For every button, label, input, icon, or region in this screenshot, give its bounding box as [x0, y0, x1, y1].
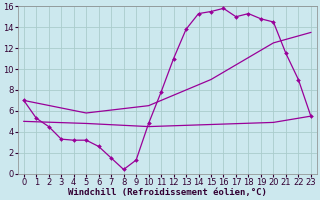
- X-axis label: Windchill (Refroidissement éolien,°C): Windchill (Refroidissement éolien,°C): [68, 188, 267, 197]
